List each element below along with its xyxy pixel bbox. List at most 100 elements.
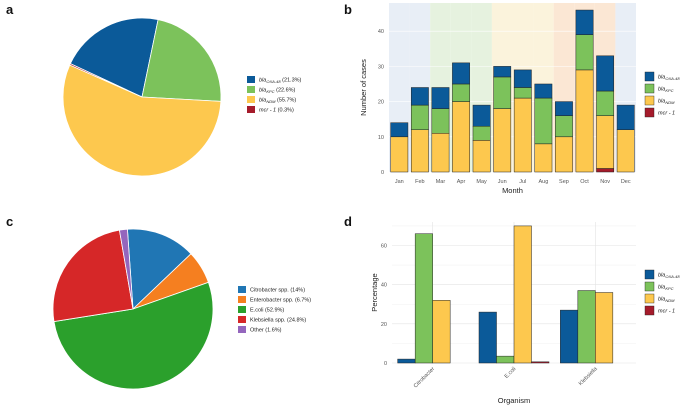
pie-slice-oxa48 xyxy=(69,17,159,98)
bar xyxy=(414,233,433,364)
x-tick-label: E.coli xyxy=(504,366,518,380)
legend-swatch xyxy=(644,293,655,304)
x-tick-label: Dec xyxy=(621,179,631,185)
y-tick-label: 20 xyxy=(381,322,387,328)
bar-segment xyxy=(555,115,573,138)
bar-segment xyxy=(534,97,553,145)
legend-gene-subscript: KPC xyxy=(665,286,673,291)
legend-swatch xyxy=(247,106,255,113)
bar-segment xyxy=(596,55,615,92)
bar-segment xyxy=(555,101,573,116)
legend-label: blaOXA-48 xyxy=(658,273,680,280)
bar xyxy=(513,225,532,364)
bar-segment xyxy=(410,87,429,106)
pie-chart-c xyxy=(52,228,214,390)
bar-segment xyxy=(431,87,450,109)
bar-segment xyxy=(575,34,594,71)
legend-gene: bla xyxy=(658,75,665,81)
legend-swatch xyxy=(644,83,655,94)
bar xyxy=(478,311,497,364)
bar-segment xyxy=(596,168,615,173)
legend-label: mcr - 1 xyxy=(658,111,675,117)
legend-gene-subscript: OXA-48 xyxy=(665,76,680,81)
legend-swatch xyxy=(238,286,246,293)
bar xyxy=(432,300,451,364)
bar-segment xyxy=(472,104,491,127)
bar-segment xyxy=(452,101,470,173)
x-tick-label: May xyxy=(476,179,487,185)
bar-segment xyxy=(513,69,532,88)
x-tick-label: Jan xyxy=(395,179,404,185)
legend-percent: (0.3%) xyxy=(276,108,294,114)
legend-swatch xyxy=(644,95,655,106)
legend-label: Enterobacter spp. (6.7%) xyxy=(250,298,311,304)
legend-swatch xyxy=(644,107,655,118)
x-tick-label: Aug xyxy=(538,179,548,185)
bar-segment xyxy=(513,87,532,99)
legend-c: Citrobacter spp. (14%) Enterobacter spp. … xyxy=(238,286,311,334)
x-tick-label: Mar xyxy=(436,179,446,185)
stacked-bar-chart-b: 0 10 20 30 40 Jan Feb Mar Apr May Jun Jul Aug Sep Oct N… xyxy=(359,3,636,195)
legend-percent: (21.3%) xyxy=(281,78,302,84)
y-axis-title: Percentage xyxy=(370,273,379,311)
bar-segment xyxy=(431,133,450,173)
panel-letter-a: a xyxy=(6,2,14,17)
panel-letter-c: c xyxy=(6,214,13,229)
legend-swatch xyxy=(644,71,655,82)
bar xyxy=(531,361,550,364)
bar-segment xyxy=(410,104,429,130)
legend-swatch xyxy=(238,296,246,303)
legend-swatch xyxy=(644,305,655,316)
bar-segment xyxy=(431,108,450,134)
bar-segment xyxy=(575,9,594,35)
grouped-bar-chart-d: 0 20 40 60 Citrobacter E.coli Klebsiella Organi… xyxy=(370,222,636,405)
bar-segment xyxy=(616,104,635,130)
y-tick-label: 60 xyxy=(381,244,387,250)
legend-gene: bla xyxy=(658,87,665,93)
legend-gene: bla xyxy=(658,297,665,303)
legend-label: blaOXA-48 (21.3%) xyxy=(259,78,302,85)
bar-segment xyxy=(616,129,635,173)
bar-segment xyxy=(472,125,491,141)
legend-gene-subscript: KPC xyxy=(266,89,274,94)
legend-swatch xyxy=(247,76,255,83)
y-axis-title: Number of cases xyxy=(359,59,368,116)
legend-label: E.coli (52.9%) xyxy=(250,308,284,314)
legend-gene-subscript: OXA-48 xyxy=(665,274,680,279)
pie-slice-citrobacter xyxy=(126,228,192,310)
legend-gene-subscript: NDM xyxy=(665,298,675,303)
legend-label: blaNDM xyxy=(658,297,675,304)
bar-segment xyxy=(534,83,553,99)
y-tick-label: 10 xyxy=(378,135,384,141)
x-tick-label: Oct xyxy=(580,179,589,185)
bar-segment xyxy=(555,136,573,173)
legend-swatch xyxy=(238,316,246,323)
legend-percent: (22.6%) xyxy=(275,88,296,94)
bar-segment xyxy=(390,136,409,173)
pie-slice-mcr1 xyxy=(69,63,143,98)
y-tick-label: 40 xyxy=(381,283,387,289)
y-tick-label: 0 xyxy=(381,170,384,176)
legend-gene: bla xyxy=(658,273,665,279)
legend-swatch xyxy=(644,281,655,292)
bar-segment xyxy=(575,69,594,173)
bar-segment xyxy=(452,83,470,102)
panel-letter-d: d xyxy=(344,214,352,229)
bar-segment xyxy=(452,62,470,85)
bar-segment xyxy=(472,140,491,173)
pie-slice-ndm xyxy=(62,64,222,177)
legend-gene-subscript: NDM xyxy=(266,99,276,104)
x-tick-label: Nov xyxy=(600,179,610,185)
legend-label: Citrobacter spp. (14%) xyxy=(250,288,305,294)
x-tick-label: Apr xyxy=(457,179,466,185)
bar xyxy=(595,292,614,364)
bar xyxy=(397,358,416,364)
legend-label: mcr - 1 xyxy=(658,309,675,315)
legend-label: Other (1.6%) xyxy=(250,328,282,334)
pie-slice-ecoli xyxy=(53,281,214,390)
bar-segment xyxy=(493,66,512,78)
x-tick-label: Feb xyxy=(415,179,424,185)
